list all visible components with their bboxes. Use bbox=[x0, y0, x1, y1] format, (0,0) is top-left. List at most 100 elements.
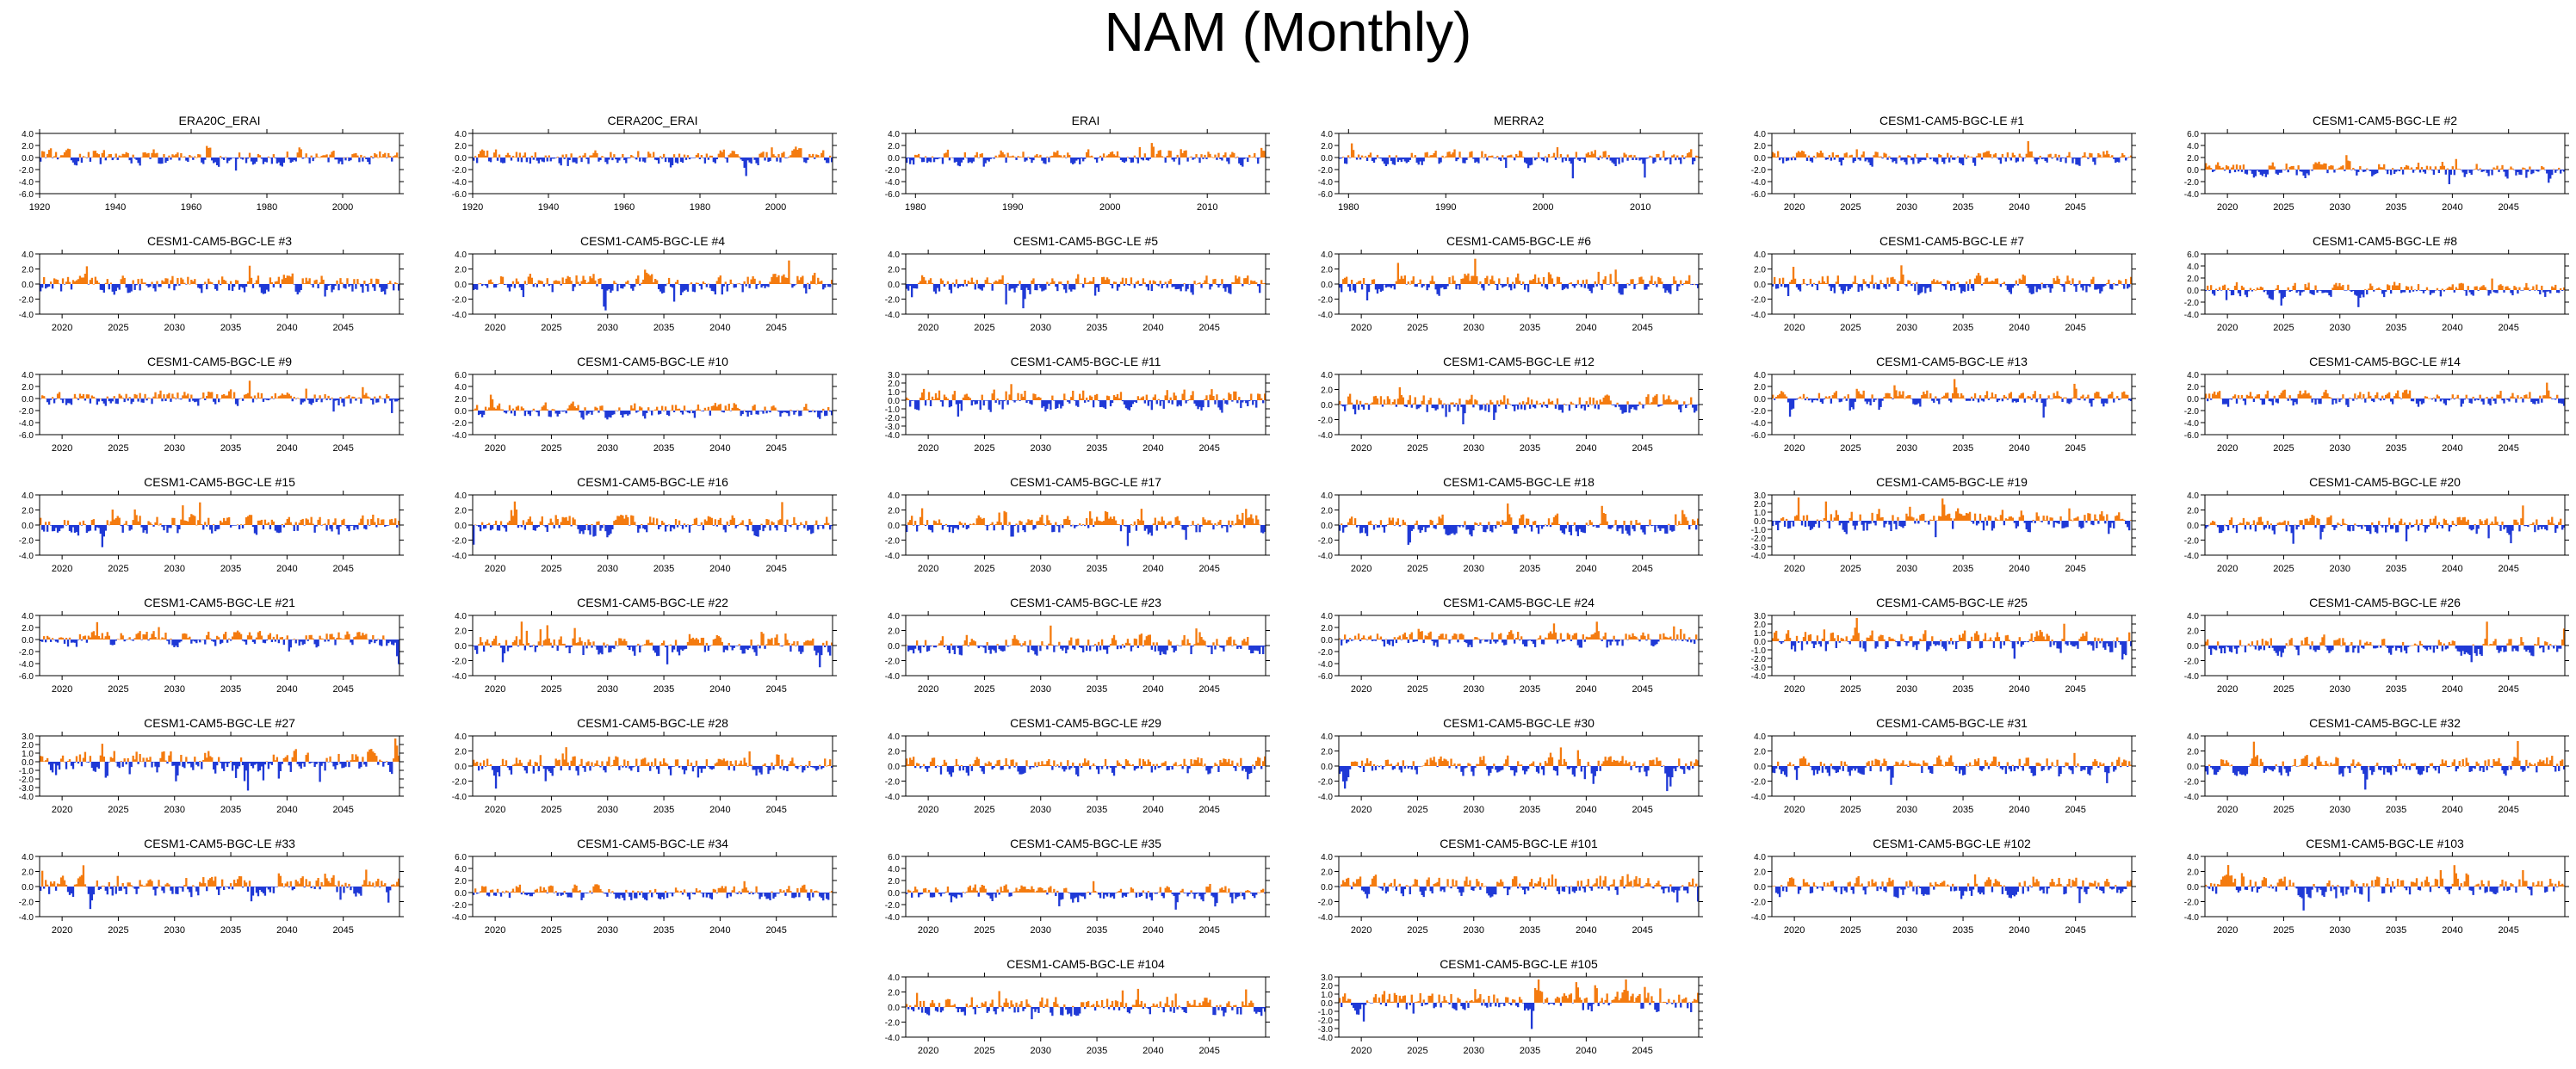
anomaly-bar bbox=[707, 406, 710, 411]
anomaly-bar bbox=[1857, 391, 1860, 399]
anomaly-bar bbox=[1419, 405, 1421, 407]
anomaly-bar bbox=[2302, 393, 2305, 399]
anomaly-bar bbox=[1112, 395, 1116, 400]
anomaly-bar bbox=[1866, 284, 1868, 287]
anomaly-bar bbox=[2491, 396, 2493, 399]
anomaly-bar bbox=[294, 284, 297, 292]
anomaly-bar bbox=[2326, 393, 2329, 399]
anomaly-bar bbox=[2044, 158, 2047, 162]
anomaly-bar bbox=[234, 158, 238, 171]
anomaly-bar bbox=[281, 279, 283, 284]
anomaly-bar bbox=[1426, 284, 1428, 291]
y-tick-label: -4.0 bbox=[19, 178, 34, 188]
anomaly-bar bbox=[686, 524, 690, 525]
anomaly-bar bbox=[1068, 400, 1071, 404]
anomaly-bar bbox=[664, 158, 667, 163]
anomaly-bar bbox=[2443, 165, 2446, 170]
anomaly-bar bbox=[2366, 290, 2369, 295]
anomaly-bar bbox=[941, 280, 944, 284]
anomaly-bar bbox=[108, 399, 110, 402]
anomaly-bar bbox=[2448, 399, 2450, 401]
anomaly-bar bbox=[599, 278, 602, 284]
anomaly-bar bbox=[817, 277, 820, 284]
anomaly-bar bbox=[344, 158, 347, 161]
anomaly-bar bbox=[539, 280, 542, 284]
anomaly-bar bbox=[1391, 401, 1395, 405]
anomaly-bar bbox=[128, 397, 131, 399]
anomaly-bar bbox=[204, 399, 207, 400]
anomaly-bar bbox=[686, 155, 690, 158]
y-tick-label: -4.0 bbox=[1318, 178, 1334, 188]
anomaly-bar bbox=[2213, 170, 2216, 171]
anomaly-bar bbox=[1571, 403, 1575, 405]
anomaly-bar bbox=[1166, 284, 1168, 288]
anomaly-bar bbox=[1221, 158, 1223, 161]
anomaly-bar bbox=[49, 525, 53, 526]
anomaly-bar bbox=[2401, 392, 2405, 399]
anomaly-bar bbox=[920, 392, 924, 400]
anomaly-bar bbox=[573, 284, 576, 287]
anomaly-bar bbox=[1805, 158, 1809, 161]
anomaly-bar bbox=[1972, 284, 1975, 292]
anomaly-bar bbox=[944, 283, 948, 285]
anomaly-bar bbox=[934, 158, 938, 159]
anomaly-bar bbox=[1136, 158, 1140, 164]
anomaly-bar bbox=[85, 525, 89, 534]
anomaly-bar bbox=[90, 395, 94, 399]
anomaly-bar bbox=[276, 525, 279, 533]
anomaly-bar bbox=[1517, 405, 1520, 410]
anomaly-bar bbox=[539, 158, 542, 160]
anomaly-bar bbox=[2225, 399, 2228, 405]
anomaly-bar bbox=[703, 158, 707, 164]
anomaly-bar bbox=[1563, 284, 1566, 289]
y-tick-label: -4.0 bbox=[1318, 311, 1334, 320]
anomaly-bar bbox=[982, 284, 985, 287]
anomaly-bar bbox=[1414, 284, 1416, 287]
anomaly-bar bbox=[1242, 284, 1244, 287]
anomaly-bar bbox=[183, 282, 186, 284]
anomaly-bar bbox=[2385, 290, 2387, 292]
anomaly-bar bbox=[2386, 393, 2389, 399]
anomaly-bar bbox=[1799, 284, 1802, 292]
anomaly-bar bbox=[146, 399, 148, 401]
anomaly-bar bbox=[672, 411, 676, 412]
anomaly-bar bbox=[277, 276, 281, 284]
anomaly-bar bbox=[549, 411, 552, 417]
anomaly-bar bbox=[1362, 277, 1365, 284]
anomaly-bar bbox=[1613, 284, 1615, 287]
y-tick-label: 4.0 bbox=[888, 130, 900, 139]
anomaly-bar bbox=[1180, 284, 1182, 292]
anomaly-bar bbox=[2503, 170, 2505, 172]
anomaly-bar bbox=[1000, 279, 1002, 284]
anomaly-bar bbox=[827, 158, 830, 164]
anomaly-bar bbox=[1786, 158, 1790, 161]
anomaly-bar bbox=[168, 392, 170, 399]
anomaly-bar bbox=[2211, 393, 2214, 399]
anomaly-bar bbox=[142, 399, 145, 403]
anomaly-bar bbox=[2523, 168, 2526, 170]
anomaly-bar bbox=[2410, 399, 2413, 402]
anomaly-bar bbox=[548, 155, 550, 158]
anomaly-bar bbox=[653, 158, 657, 160]
anomaly-bar bbox=[1119, 281, 1123, 284]
anomaly-bar bbox=[594, 280, 597, 284]
anomaly-bar bbox=[65, 525, 68, 526]
anomaly-bar bbox=[2518, 287, 2521, 290]
anomaly-bar bbox=[1561, 405, 1564, 413]
chart-panel: CESM1-CAM5-BGC-LE #134.02.00.0-2.0-4.0-6… bbox=[1751, 355, 2136, 454]
anomaly-bar bbox=[565, 411, 567, 414]
anomaly-bar bbox=[943, 284, 946, 287]
anomaly-bar bbox=[2127, 284, 2129, 289]
anomaly-bar bbox=[1238, 397, 1241, 400]
anomaly-bar bbox=[216, 158, 219, 165]
anomaly-bar bbox=[42, 277, 46, 284]
y-tick-label: -2.0 bbox=[1751, 407, 1767, 417]
anomaly-bar bbox=[1427, 156, 1430, 158]
anomaly-bar bbox=[386, 393, 388, 399]
anomaly-bar bbox=[693, 411, 697, 418]
anomaly-bar bbox=[2075, 158, 2078, 165]
anomaly-bar bbox=[2338, 167, 2341, 170]
anomaly-bar bbox=[1486, 275, 1489, 284]
anomaly-bar bbox=[2323, 290, 2325, 294]
anomaly-bar bbox=[1486, 403, 1489, 405]
